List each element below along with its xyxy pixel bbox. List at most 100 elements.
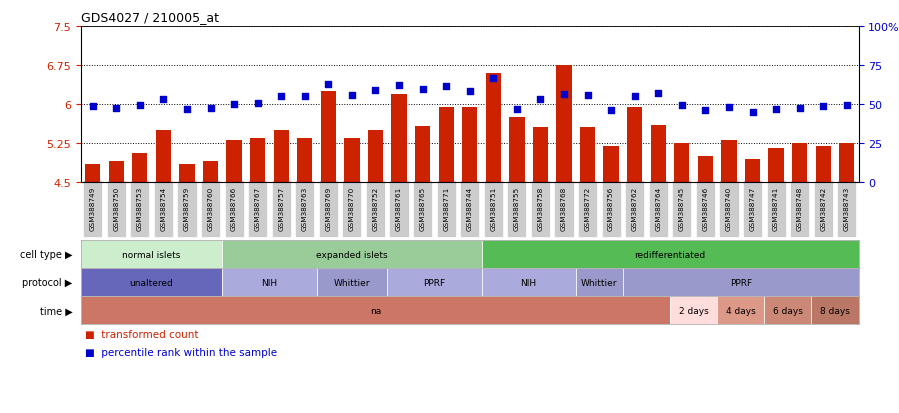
Bar <box>812 297 859 325</box>
Point <box>628 94 642 100</box>
Bar <box>439 107 454 183</box>
Point <box>109 106 123 112</box>
Point <box>651 90 665 97</box>
Point <box>439 83 453 90</box>
Point <box>85 104 100 110</box>
Text: PPRF: PPRF <box>730 278 752 287</box>
Bar <box>81 240 222 268</box>
Bar <box>580 128 595 183</box>
Point <box>769 107 783 113</box>
Point <box>392 83 406 89</box>
Point <box>156 96 171 103</box>
Bar <box>222 268 316 297</box>
Point <box>722 104 736 111</box>
Text: normal islets: normal islets <box>122 250 181 259</box>
Bar <box>462 107 477 183</box>
Point <box>274 94 289 100</box>
Bar <box>391 94 406 183</box>
Point <box>321 82 335 88</box>
Text: protocol ▶: protocol ▶ <box>22 278 73 287</box>
Text: Whittier: Whittier <box>334 278 370 287</box>
Bar <box>156 131 171 183</box>
Bar <box>179 164 194 183</box>
Point <box>581 93 595 99</box>
Text: GDS4027 / 210005_at: GDS4027 / 210005_at <box>81 11 219 24</box>
Bar <box>556 66 572 183</box>
Bar <box>203 162 218 183</box>
Bar <box>745 159 761 183</box>
Bar <box>674 144 690 183</box>
Bar <box>769 149 784 183</box>
Point <box>745 109 760 116</box>
Bar <box>623 268 859 297</box>
Bar <box>485 74 501 183</box>
Text: 2 days: 2 days <box>679 306 708 315</box>
Text: time ▶: time ▶ <box>40 306 73 316</box>
Bar <box>132 154 147 183</box>
Bar <box>273 131 289 183</box>
Bar <box>839 144 854 183</box>
Point <box>604 108 619 114</box>
Bar <box>109 162 124 183</box>
Point <box>556 91 571 97</box>
Bar <box>316 268 387 297</box>
Bar <box>717 297 764 325</box>
Bar <box>344 138 360 183</box>
Text: 6 days: 6 days <box>773 306 803 315</box>
Text: PPRF: PPRF <box>423 278 445 287</box>
Point <box>792 105 806 112</box>
Bar <box>670 297 717 325</box>
Point <box>674 102 689 109</box>
Text: 4 days: 4 days <box>725 306 755 315</box>
Text: cell type ▶: cell type ▶ <box>20 249 73 259</box>
Text: NIH: NIH <box>262 278 278 287</box>
Point <box>369 88 383 94</box>
Bar <box>415 126 431 183</box>
Point <box>510 107 524 113</box>
Bar <box>81 297 670 325</box>
Point <box>462 88 476 95</box>
Bar <box>533 128 548 183</box>
Point <box>840 102 854 109</box>
Bar <box>482 268 575 297</box>
Text: expanded islets: expanded islets <box>316 250 387 259</box>
Point <box>227 101 241 108</box>
Bar <box>792 144 807 183</box>
Bar <box>227 141 242 183</box>
Point <box>816 104 831 110</box>
Bar <box>321 92 336 183</box>
Point <box>203 106 218 112</box>
Bar <box>482 240 859 268</box>
Point <box>133 102 147 109</box>
Bar <box>387 268 482 297</box>
Text: na: na <box>369 306 381 315</box>
Text: 8 days: 8 days <box>820 306 850 315</box>
Text: redifferentiated: redifferentiated <box>635 250 706 259</box>
Bar <box>698 157 713 183</box>
Point <box>415 87 430 93</box>
Bar <box>764 297 812 325</box>
Bar <box>85 164 101 183</box>
Text: NIH: NIH <box>521 278 537 287</box>
Bar <box>721 141 736 183</box>
Point <box>251 100 265 107</box>
Point <box>699 108 713 114</box>
Point <box>486 76 501 82</box>
Text: ■  percentile rank within the sample: ■ percentile rank within the sample <box>85 347 278 357</box>
Point <box>344 92 359 99</box>
Text: ■  transformed count: ■ transformed count <box>85 329 199 339</box>
Bar <box>815 146 831 183</box>
Bar <box>81 268 222 297</box>
Text: Whittier: Whittier <box>581 278 618 287</box>
Bar <box>627 107 643 183</box>
Point <box>298 94 312 100</box>
Bar <box>368 131 383 183</box>
Point <box>533 96 547 103</box>
Bar <box>509 118 524 183</box>
Bar <box>222 240 482 268</box>
Bar <box>297 138 313 183</box>
Point <box>180 106 194 113</box>
Bar <box>603 146 619 183</box>
Bar <box>250 138 265 183</box>
Bar <box>575 268 623 297</box>
